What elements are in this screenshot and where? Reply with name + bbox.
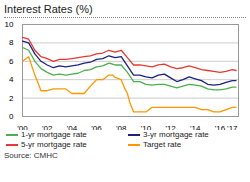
html-text:5-yr mortgage rate: 5-yr mortgage rate xyxy=(21,140,87,149)
svg-text:4: 4 xyxy=(9,75,14,84)
html-text:1-yr mortgage rate: 1-yr mortgage rate xyxy=(21,130,87,139)
svg-text:8: 8 xyxy=(9,38,14,47)
svg-text:'17: '17 xyxy=(227,124,238,130)
svg-text:'14: '14 xyxy=(190,124,201,130)
svg-text:'04: '04 xyxy=(67,124,78,130)
html-text:3-yr mortgage rate: 3-yr mortgage rate xyxy=(143,130,209,139)
html-text:Interest Rates (%): Interest Rates (%) xyxy=(4,3,93,15)
svg-text:10: 10 xyxy=(5,20,14,29)
svg-text:'02: '02 xyxy=(42,124,53,130)
svg-text:2: 2 xyxy=(9,94,14,103)
svg-text:6: 6 xyxy=(9,57,14,66)
html-text:Target rate: Target rate xyxy=(143,140,182,149)
svg-text:'12: '12 xyxy=(165,124,176,130)
svg-text:'06: '06 xyxy=(91,124,102,130)
svg-text:0: 0 xyxy=(9,112,14,121)
svg-text:'16: '16 xyxy=(215,124,226,130)
svg-text:'10: '10 xyxy=(141,124,152,130)
svg-text:'00: '00 xyxy=(17,124,28,130)
html-text:Source: CMHC: Source: CMHC xyxy=(4,151,58,160)
svg-text:'08: '08 xyxy=(116,124,127,130)
